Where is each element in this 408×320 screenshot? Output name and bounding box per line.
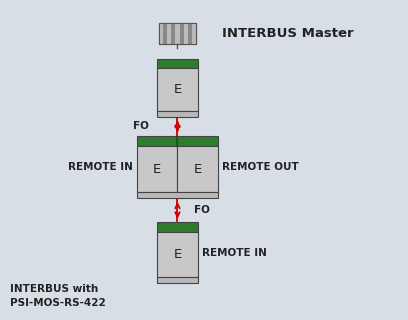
Bar	[180, 23, 184, 44]
Text: REMOTE IN: REMOTE IN	[202, 248, 267, 258]
Text: REMOTE OUT: REMOTE OUT	[222, 162, 299, 172]
Bar	[167, 23, 171, 44]
Bar	[192, 23, 196, 44]
Text: INTERBUS with
PSI-MOS-RS-422: INTERBUS with PSI-MOS-RS-422	[10, 284, 106, 308]
Bar	[159, 23, 196, 44]
Text: E: E	[173, 248, 182, 261]
Bar	[188, 23, 192, 44]
Bar	[163, 23, 167, 44]
Bar	[171, 23, 175, 44]
Bar	[157, 232, 198, 277]
Bar	[137, 136, 218, 146]
Bar	[177, 146, 218, 192]
Bar	[159, 23, 163, 44]
Bar	[157, 277, 198, 283]
Bar	[184, 23, 188, 44]
Text: FO: FO	[194, 205, 210, 215]
Bar	[175, 23, 180, 44]
Text: FO: FO	[133, 121, 149, 132]
Bar	[157, 59, 198, 68]
Text: REMOTE IN: REMOTE IN	[68, 162, 133, 172]
Bar	[157, 222, 198, 232]
Bar	[137, 146, 177, 192]
Bar	[157, 68, 198, 111]
Bar	[137, 192, 218, 198]
Bar	[157, 111, 198, 117]
Text: INTERBUS Master: INTERBUS Master	[222, 27, 354, 40]
Text: E: E	[153, 163, 161, 176]
Text: E: E	[173, 83, 182, 96]
Text: E: E	[194, 163, 202, 176]
Bar	[159, 23, 196, 44]
